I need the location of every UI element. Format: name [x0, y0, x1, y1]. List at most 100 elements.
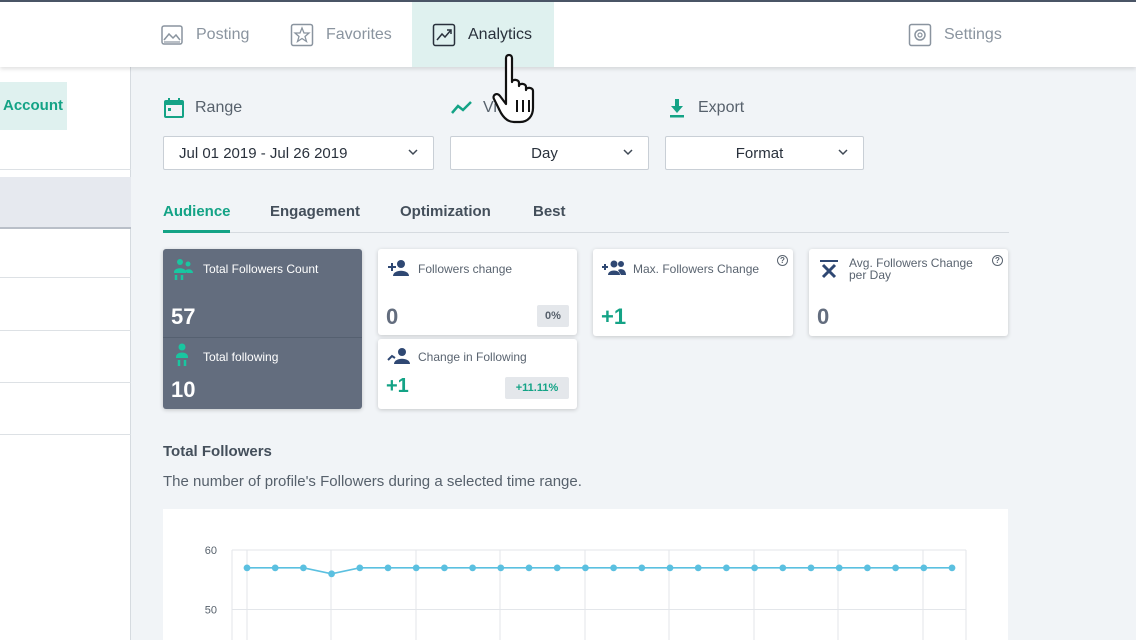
- card-divider: [163, 337, 362, 338]
- range-select[interactable]: Jul 01 2019 - Jul 26 2019: [163, 136, 434, 170]
- sidebar-divider: [0, 277, 131, 278]
- data-point: [779, 564, 787, 572]
- person-icon: [176, 343, 188, 366]
- max-followers-change-title: Max. Followers Change: [633, 262, 760, 276]
- top-navigation: Posting Favorites Analytics Settings: [0, 0, 1136, 67]
- nav-label-analytics: Analytics: [468, 25, 533, 43]
- change-following-title: Change in Following: [418, 350, 527, 364]
- total-followers-title: Total Followers Count: [203, 262, 319, 276]
- change-following-badge: +11.11%: [505, 377, 569, 399]
- star-icon: [290, 23, 314, 46]
- help-icon[interactable]: ?: [992, 255, 1003, 266]
- data-point: [948, 564, 956, 572]
- person-trend-icon: [387, 348, 410, 364]
- nav-tab-settings[interactable]: Settings: [888, 2, 1022, 67]
- nav-tab-analytics[interactable]: Analytics: [412, 2, 554, 67]
- followers-line-chart: 60 50: [205, 545, 967, 640]
- section-description: The number of profile's Followers during…: [163, 473, 582, 490]
- data-point: [582, 564, 589, 572]
- nav-tab-favorites[interactable]: Favorites: [270, 2, 412, 67]
- hand-pointer-cursor: [492, 53, 535, 124]
- range-filter-label: Range: [163, 97, 242, 119]
- followers-chart-panel: 60 50: [163, 509, 1008, 640]
- series-line: [247, 567, 952, 575]
- followers-change-badge: 0%: [537, 305, 569, 327]
- sidebar: Account: [0, 67, 131, 640]
- data-point: [271, 564, 279, 572]
- trend-line-icon: [451, 101, 472, 114]
- followers-change-title: Followers change: [418, 262, 513, 276]
- change-following-value: +1: [386, 375, 409, 397]
- nav-label-settings: Settings: [944, 25, 1002, 43]
- chevron-down-icon: [623, 149, 633, 156]
- data-point: [300, 564, 307, 572]
- sidebar-divider: [0, 434, 131, 435]
- data-point: [610, 564, 617, 572]
- average-icon: [820, 260, 838, 279]
- data-point: [553, 564, 561, 572]
- sidebar-divider: [0, 169, 131, 170]
- data-point: [412, 564, 420, 572]
- view-select-value: Day: [531, 144, 558, 162]
- calendar-icon: [164, 98, 184, 118]
- change-following-card: Change in Following +1 +11.11%: [378, 339, 577, 409]
- range-select-value: Jul 01 2019 - Jul 26 2019: [179, 144, 348, 162]
- total-following-title: Total following: [203, 350, 279, 364]
- help-icon[interactable]: ?: [777, 255, 788, 266]
- analytics-tabs: Audience Engagement Optimization Best: [163, 203, 1009, 233]
- y-tick-label: 50: [205, 605, 217, 617]
- sidebar-item-selected[interactable]: [0, 177, 131, 229]
- avg-followers-change-value: 0: [817, 304, 830, 329]
- trend-icon: [432, 23, 456, 46]
- tab-audience[interactable]: Audience: [163, 203, 231, 220]
- total-followers-value: 57: [171, 304, 196, 329]
- data-point: [356, 564, 364, 572]
- data-point: [864, 564, 871, 572]
- avg-followers-change-card: Avg. Followers Change per Day ? 0: [809, 249, 1008, 336]
- export-select[interactable]: Format: [665, 136, 864, 170]
- sidebar-divider: [0, 382, 131, 383]
- image-icon: [161, 24, 183, 45]
- tab-engagement[interactable]: Engagement: [270, 203, 361, 220]
- followers-summary-card: Total Followers Count 57 Total following…: [163, 249, 362, 409]
- data-point: [469, 564, 476, 572]
- people-icon: [174, 259, 193, 280]
- followers-change-card: Followers change 0 0%: [378, 249, 577, 335]
- max-followers-change-card: Max. Followers Change ? +1: [593, 249, 793, 336]
- range-label: Range: [195, 99, 243, 116]
- nav-label-posting: Posting: [196, 25, 250, 43]
- section-title: Total Followers: [163, 443, 272, 460]
- active-tab-indicator: [163, 230, 230, 233]
- nav-label-favorites: Favorites: [326, 25, 392, 43]
- chevron-down-icon: [408, 149, 418, 156]
- tab-optimization[interactable]: Optimization: [400, 203, 491, 220]
- max-followers-change-value: +1: [601, 304, 627, 329]
- account-button[interactable]: Account: [0, 82, 67, 130]
- data-point: [694, 564, 702, 572]
- data-point: [751, 564, 758, 572]
- export-select-value: Format: [735, 144, 784, 162]
- data-point: [384, 564, 392, 572]
- data-point: [892, 564, 899, 572]
- y-tick-label: 60: [205, 545, 217, 557]
- data-point: [328, 570, 335, 578]
- sidebar-divider: [0, 330, 131, 331]
- data-point: [243, 564, 251, 572]
- data-point: [497, 564, 505, 572]
- data-point: [723, 564, 730, 572]
- download-icon: [670, 99, 684, 118]
- tab-best[interactable]: Best: [533, 203, 566, 220]
- data-point: [638, 564, 646, 572]
- data-point: [525, 564, 533, 572]
- data-point: [920, 564, 928, 572]
- add-people-icon: [602, 260, 626, 275]
- avg-followers-change-title: Avg. Followers Change per Day: [849, 256, 973, 282]
- export-label: Export: [698, 99, 745, 116]
- data-point: [835, 564, 843, 572]
- followers-change-value: 0: [386, 304, 399, 329]
- view-select[interactable]: Day: [450, 136, 649, 170]
- export-filter-label: Export: [666, 97, 744, 119]
- data-point: [666, 564, 674, 572]
- data-point: [807, 564, 815, 572]
- nav-tab-posting[interactable]: Posting: [140, 2, 269, 67]
